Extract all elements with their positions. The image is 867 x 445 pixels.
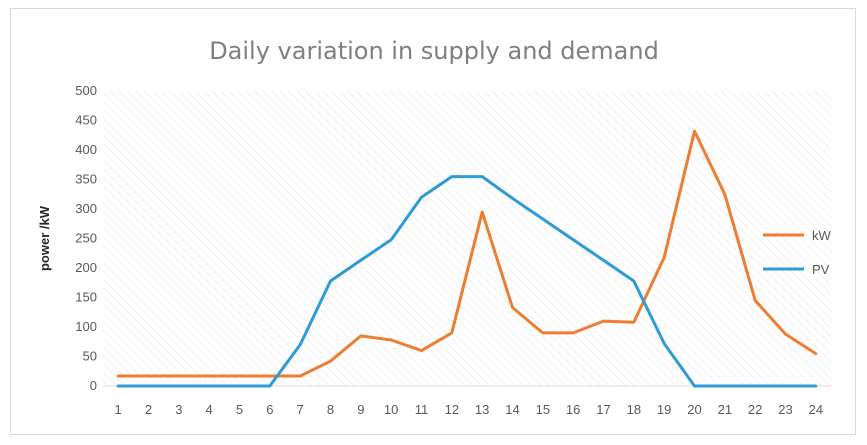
x-tick-label: 12: [445, 402, 459, 417]
legend-label: kW: [812, 228, 832, 243]
y-tick-label: 250: [75, 231, 97, 246]
y-tick-label: 400: [75, 142, 97, 157]
x-tick-label: 17: [596, 402, 610, 417]
chart-container: Daily variation in supply and demand 0 50…: [10, 8, 856, 435]
x-tick-label: 24: [809, 402, 823, 417]
x-tick-label: 13: [475, 402, 489, 417]
x-tick-label: 2: [145, 402, 152, 417]
y-tick-label: 500: [75, 83, 97, 98]
x-tick-label: 20: [687, 402, 701, 417]
y-axis-title: power /kW: [37, 205, 52, 271]
plot-area: [103, 91, 831, 386]
y-tick-label: 50: [83, 349, 97, 364]
x-tick-label: 19: [657, 402, 671, 417]
y-tick-label: 200: [75, 260, 97, 275]
x-tick-label: 6: [266, 402, 273, 417]
x-tick-label: 1: [115, 402, 122, 417]
x-tick-label: 16: [566, 402, 580, 417]
y-tick-label: 100: [75, 319, 97, 334]
series-group: [116, 129, 818, 388]
x-tick-label: 3: [175, 402, 182, 417]
series-line-kw: [116, 129, 818, 378]
x-tick-label: 5: [236, 402, 243, 417]
x-tick-label: 14: [505, 402, 519, 417]
x-tick-label: 18: [627, 402, 641, 417]
y-tick-label: 150: [75, 290, 97, 305]
legend: kW PV: [763, 228, 832, 277]
y-tick-label: 450: [75, 113, 97, 128]
x-tick-label: 11: [415, 402, 429, 417]
chart-title: Daily variation in supply and demand: [209, 37, 659, 65]
x-axis-ticks: 1 2 3 4 5 6 7 8 9 10 11 12 13 14 15 16 17 18 19 20 21 22 23 24: [115, 402, 824, 417]
y-tick-label: 300: [75, 201, 97, 216]
y-tick-label: 350: [75, 172, 97, 187]
x-tick-label: 22: [748, 402, 762, 417]
x-tick-label: 23: [778, 402, 792, 417]
x-tick-label: 15: [536, 402, 550, 417]
x-tick-label: 7: [297, 402, 304, 417]
x-tick-label: 9: [357, 402, 364, 417]
series-line-pv: [116, 175, 818, 388]
line-chart: Daily variation in supply and demand 050…: [37, 37, 832, 417]
y-axis-ticks: 0 50 100 150 200 250 300 350 400 450 500: [75, 83, 97, 393]
legend-label: PV: [812, 262, 830, 277]
x-tick-label: 21: [718, 402, 732, 417]
y-tick-label: 0: [90, 378, 97, 393]
x-tick-label: 10: [384, 402, 398, 417]
x-tick-label: 4: [206, 402, 213, 417]
x-tick-label: 8: [327, 402, 334, 417]
